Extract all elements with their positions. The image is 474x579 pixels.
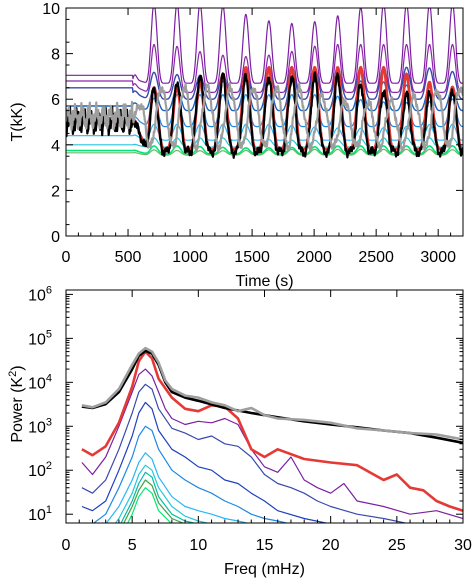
- power-ticks: [65, 290, 464, 523]
- temperature-x-tick-label: 500: [115, 249, 142, 266]
- power-x-tick-label: 25: [388, 537, 406, 554]
- power-series-line: [81, 401, 329, 523]
- temperature-x-tick-labels: 0 500 1000 1500 2000 2500 3000: [62, 249, 457, 266]
- temperature-y-tick-label: 4: [51, 138, 60, 155]
- power-y-tick-exponent: 3: [46, 416, 52, 428]
- temperature-x-tick-label: 3000: [420, 249, 456, 266]
- temperature-x-tick-label: 1000: [172, 249, 208, 266]
- power-y-tick-exponent: 6: [46, 284, 52, 296]
- temperature-x-tick-label: 1500: [234, 249, 270, 266]
- temperature-y-tick-label: 0: [51, 229, 60, 246]
- power-x-tick-label: 5: [128, 537, 137, 554]
- power-y-tick-label: 101: [28, 504, 52, 524]
- temperature-y-tick-label: 6: [51, 92, 60, 109]
- power-y-tick-exponent: 1: [46, 504, 52, 516]
- power-x-tick-label: 0: [62, 537, 71, 554]
- power-series-line: [120, 471, 197, 523]
- temperature-y-axis-label: T(kK): [9, 102, 26, 141]
- power-series-line: [105, 452, 250, 523]
- temperature-x-tick-label: 2500: [358, 249, 394, 266]
- power-y-axis-label-sup: 2: [7, 371, 19, 377]
- power-y-axis-label-end: ): [9, 365, 26, 370]
- temperature-series-line: [66, 71, 463, 159]
- power-series-line: [114, 464, 210, 523]
- power-y-axis-label: Power (K2): [7, 365, 26, 442]
- power-series-line: [92, 425, 290, 523]
- power-y-tick-base: 10: [28, 419, 46, 436]
- power-y-tick-exponent: 5: [46, 328, 52, 340]
- power-x-tick-labels: 0 5 10 15 20 25 30: [62, 537, 472, 554]
- power-series-line: [81, 350, 463, 512]
- power-x-tick-label: 10: [189, 537, 207, 554]
- temperature-panel: 0 500 1000 1500 2000 2500 3000 0 2 4 6 8 10 Time (s…: [9, 1, 464, 290]
- temperature-y-tick-label: 8: [51, 47, 60, 64]
- power-y-tick-base: 10: [28, 375, 46, 392]
- power-y-tick-label: 106: [28, 284, 52, 304]
- temperature-series-line: [66, 123, 463, 141]
- power-y-tick-base: 10: [28, 507, 46, 524]
- power-x-tick-label: 30: [454, 537, 472, 554]
- power-y-tick-base: 10: [28, 331, 46, 348]
- power-y-tick-label: 104: [28, 372, 52, 392]
- temperature-series-line: [66, 8, 463, 84]
- power-series-line: [81, 368, 463, 520]
- temperature-ticks: [65, 7, 463, 237]
- power-series-line: [123, 479, 185, 523]
- temperature-series-group: [66, 8, 463, 159]
- power-y-tick-exponent: 4: [46, 372, 52, 384]
- power-x-tick-label: 20: [322, 537, 340, 554]
- power-y-tick-label: 105: [28, 328, 52, 348]
- power-x-tick-label: 15: [256, 537, 274, 554]
- power-series-line: [127, 487, 172, 523]
- power-y-tick-exponent: 2: [46, 460, 52, 472]
- temperature-x-tick-label: 2000: [296, 249, 332, 266]
- temperature-x-tick-label: 0: [62, 249, 71, 266]
- temperature-y-tick-labels: 0 2 4 6 8 10: [42, 1, 60, 246]
- power-y-tick-label: 102: [28, 460, 52, 480]
- temperature-y-tick-label: 2: [51, 183, 60, 200]
- temperature-series-line: [66, 66, 463, 100]
- power-series-line: [81, 346, 463, 441]
- temperature-y-tick-label: 10: [42, 1, 60, 18]
- power-y-tick-base: 10: [28, 287, 46, 304]
- temperature-x-axis-label: Time (s): [235, 273, 293, 290]
- power-y-axis-label-main: Power (K: [9, 377, 26, 443]
- temperature-series-line: [66, 81, 463, 153]
- power-series-line: [81, 383, 409, 523]
- power-x-axis-label: Freq (mHz): [224, 561, 305, 578]
- power-y-tick-base: 10: [28, 463, 46, 480]
- power-series-group: [81, 346, 463, 523]
- power-y-tick-label: 103: [28, 416, 52, 436]
- temperature-series-line: [66, 43, 463, 94]
